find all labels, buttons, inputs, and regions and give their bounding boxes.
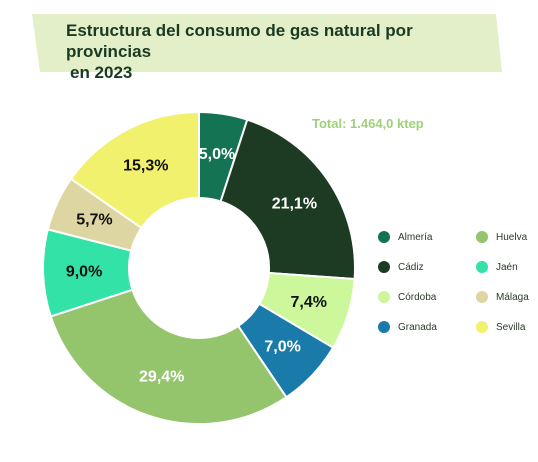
legend-label: Huelva: [496, 231, 528, 243]
legend-label: Almería: [398, 231, 433, 243]
donut-hole: [129, 198, 269, 338]
title-banner: [32, 14, 502, 72]
legend-swatch: [476, 261, 488, 273]
chart-title-line2: en 2023: [70, 63, 133, 82]
legend-label: Jaén: [496, 261, 518, 273]
legend-swatch: [476, 321, 488, 333]
legend-item: Málaga: [476, 282, 538, 312]
legend-item: Cádiz: [378, 252, 476, 282]
slice-label-sevilla: 15,3%: [123, 158, 168, 175]
legend-swatch: [378, 291, 390, 303]
total-label: Total: 1.464,0 ktep: [312, 116, 424, 131]
slice-label-cádiz: 21,1%: [272, 195, 317, 212]
legend-swatch: [378, 321, 390, 333]
legend-label: Sevilla: [496, 321, 526, 333]
legend-label: Córdoba: [398, 291, 437, 303]
chart-title-line1: Estructura del consumo de gas natural po…: [66, 21, 413, 61]
legend-item: Almería: [378, 222, 476, 252]
legend-item: Córdoba: [378, 282, 476, 312]
slice-label-córdoba: 7,4%: [291, 294, 327, 311]
legend-swatch: [476, 291, 488, 303]
chart-title: Estructura del consumo de gas natural po…: [66, 20, 486, 83]
legend-swatch: [378, 231, 390, 243]
legend-item: Sevilla: [476, 312, 538, 342]
donut-slice-labels: 5,0% 21,1% 7,4% 7,0% 29,4% 9,0% 5,7% 15,3%: [66, 146, 327, 385]
slice-label-granada: 7,0%: [264, 338, 300, 355]
slice-label-málaga: 5,7%: [76, 212, 112, 229]
slice-label-almería: 5,0%: [199, 146, 235, 163]
legend-label: Cádiz: [398, 261, 424, 273]
legend-swatch: [476, 231, 488, 243]
legend-item: Huelva: [476, 222, 538, 252]
slice-label-huelva: 29,4%: [139, 368, 184, 385]
legend-swatch: [378, 261, 390, 273]
legend-item: Granada: [378, 312, 476, 342]
legend-item: Jaén: [476, 252, 538, 282]
legend-label: Granada: [398, 321, 437, 333]
title-banner-shape: [32, 14, 502, 72]
legend-label: Málaga: [496, 291, 529, 303]
legend: Almería Huelva Cádiz Jaén Córdoba Málaga Grana…: [378, 222, 538, 342]
slice-label-jaén: 9,0%: [66, 263, 102, 280]
donut-slices: [42, 110, 356, 425]
